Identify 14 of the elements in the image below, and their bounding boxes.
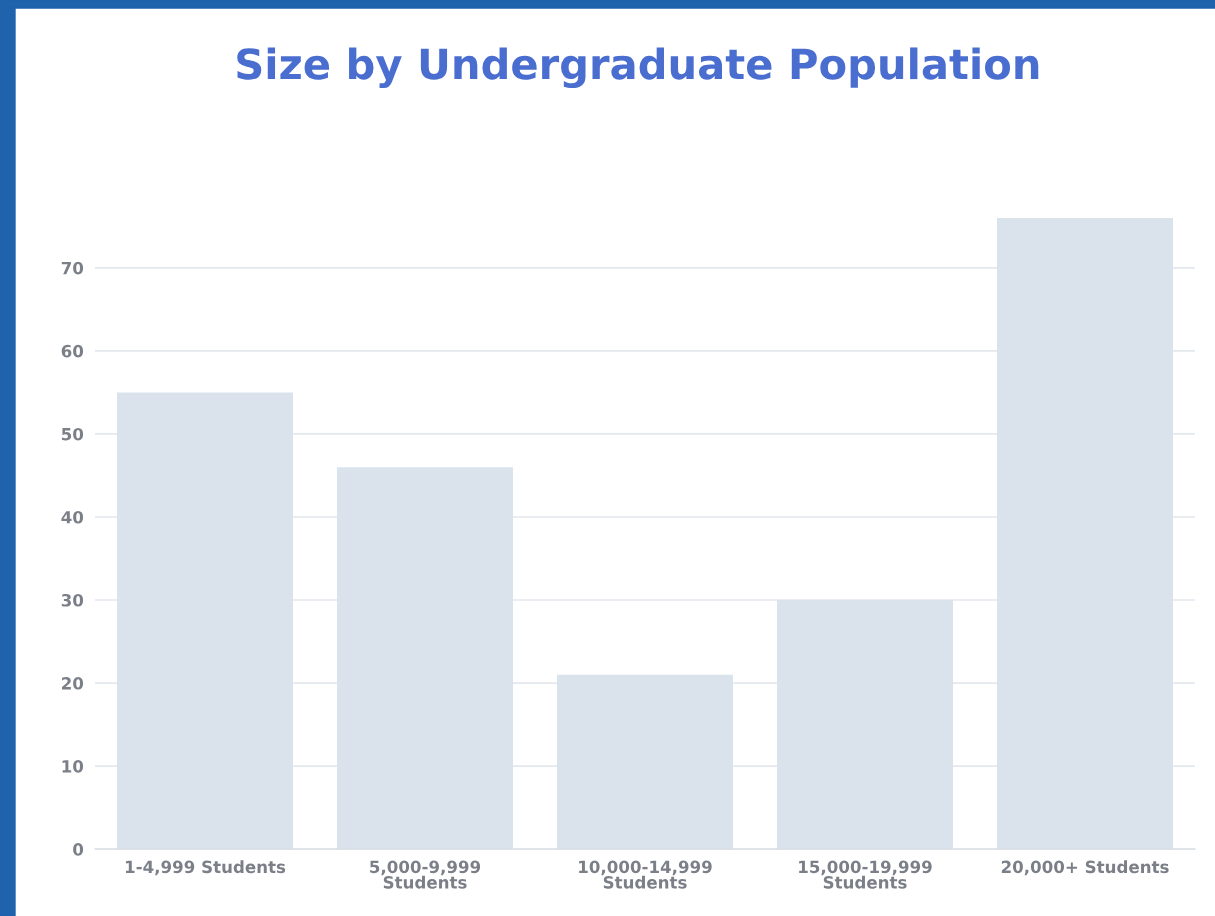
y-tick-label: 40: [61, 510, 84, 524]
chart-title: Size by Undergraduate Population: [237, 47, 1039, 89]
y-tick-label: 30: [61, 593, 84, 607]
y-tick-label: 60: [61, 344, 84, 358]
y-tick-label: 70: [61, 261, 84, 275]
x-tick-label: 5,000-9,999 Students: [370, 860, 481, 889]
x-tick-label: 20,000+ Students: [1001, 860, 1169, 876]
y-tick-label: 20: [62, 677, 84, 690]
x-tick-label: 1-4,999 Students: [125, 860, 286, 876]
y-tick-label: 10: [62, 760, 84, 773]
x-tick-label: 10,000-14,999 Students: [579, 860, 712, 889]
x-tick-label: 15,000-19,999 Students: [799, 860, 932, 889]
y-tick-label: 50: [61, 427, 84, 441]
y-tick-label: 0: [73, 843, 84, 856]
